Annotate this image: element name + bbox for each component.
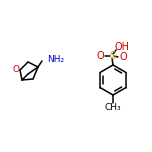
Text: OH: OH — [114, 42, 130, 52]
Text: NH₂: NH₂ — [47, 55, 64, 64]
Text: O: O — [119, 52, 127, 62]
Text: S: S — [109, 51, 115, 61]
Text: CH₃: CH₃ — [105, 104, 121, 112]
Text: O: O — [12, 66, 19, 74]
Text: O: O — [96, 51, 104, 61]
